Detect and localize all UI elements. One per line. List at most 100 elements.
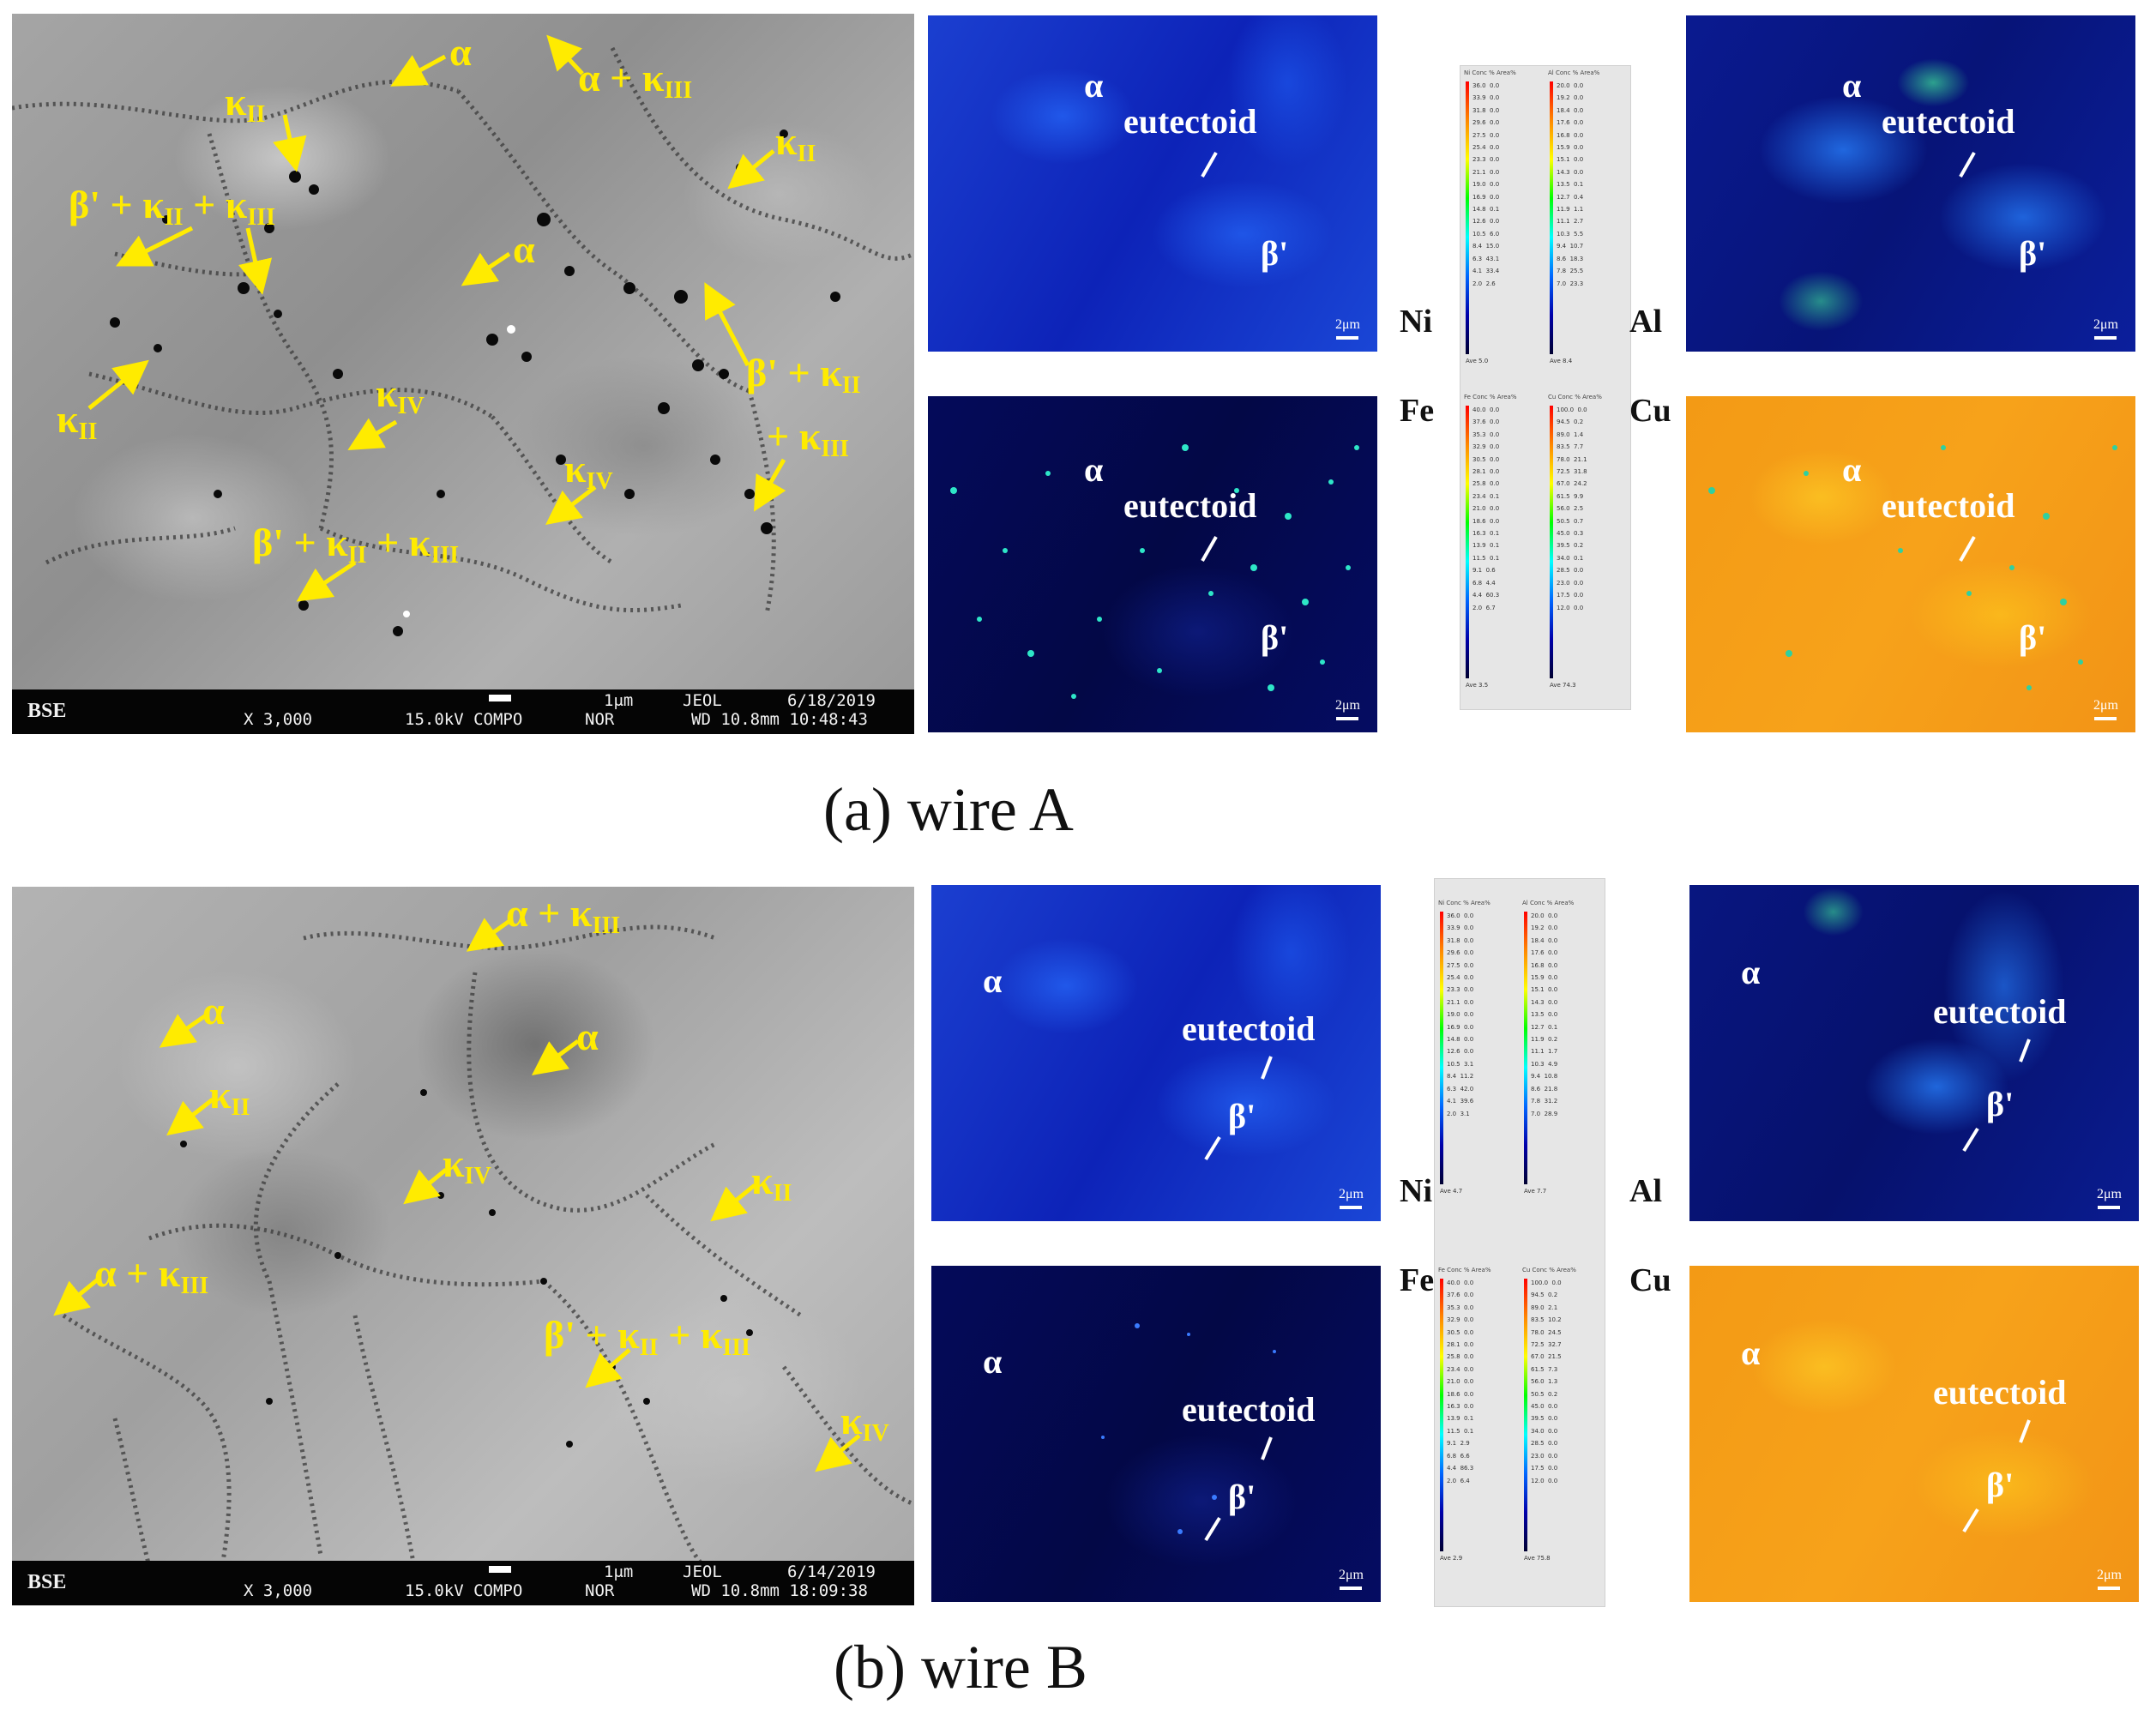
map-label-beta: β' <box>1986 1466 2014 1504</box>
element-label-cu: Cu <box>1629 393 1671 429</box>
map-arrow <box>1201 152 1218 178</box>
annotation-alpha: α <box>513 227 535 271</box>
scale-values: 40.0 0.0 37.6 0.0 35.3 0.0 32.9 0.0 30.5… <box>1472 406 1500 611</box>
scale-gradient <box>1524 1279 1527 1551</box>
maker-label: JEOL <box>683 1562 722 1581</box>
voltage-label: 15.0kV COMPO <box>405 1581 523 1600</box>
eds-map-cu-b: α eutectoid β' 2μm <box>1689 1266 2139 1602</box>
annotation-kappa-ii: κII <box>775 119 816 167</box>
scale-values: 36.0 0.0 33.9 0.0 31.8 0.0 29.6 0.0 27.5… <box>1447 912 1474 1117</box>
scale-header: Fe Conc % Area% <box>1464 394 1517 400</box>
eds-map-cu-a: α eutectoid β' 2μm <box>1686 396 2135 732</box>
map-label-alpha: α <box>1084 450 1104 489</box>
scale-average: Ave 75.8 <box>1524 1555 1551 1562</box>
grain-boundaries-a <box>12 46 914 636</box>
map-scale: 2μm <box>1335 317 1360 340</box>
annotation-alpha-kappa-iii: α + κIII <box>506 891 621 939</box>
map-label-beta: β' <box>1986 1085 2014 1123</box>
map-label-beta: β' <box>1228 1478 1256 1516</box>
scale-bar <box>489 695 511 701</box>
map-label-eutectoid: eutectoid <box>1882 102 2015 141</box>
nor-label: NOR <box>585 1581 615 1600</box>
colour-scale-panel-b: Ni Conc % Area% 36.0 0.0 33.9 0.0 31.8 0… <box>1434 878 1605 1607</box>
caption-wire-a: (a) wire A <box>823 775 1074 844</box>
map-label-alpha: α <box>1842 66 1862 105</box>
map-label-alpha: α <box>983 961 1003 1000</box>
date-label: 6/18/2019 <box>787 691 876 710</box>
nor-label: NOR <box>585 710 615 729</box>
map-label-eutectoid: eutectoid <box>1882 486 2015 525</box>
annotation-kappa-iv: κIV <box>840 1399 889 1447</box>
voltage-label: 15.0kV COMPO <box>405 710 523 729</box>
map-label-beta: β' <box>2019 618 2047 657</box>
scale-label: 1μm <box>604 1562 634 1581</box>
annotation-kappa-ii: κII <box>57 397 98 445</box>
map-label-eutectoid: eutectoid <box>1933 992 2067 1031</box>
annotation-kappa-ii: κII <box>209 1073 250 1121</box>
scale-gradient <box>1466 406 1469 678</box>
scale-values: 20.0 0.0 19.2 0.0 18.4 0.0 17.6 0.0 16.8… <box>1557 82 1584 287</box>
grain-boundaries-b <box>62 924 914 1599</box>
scale-average: Ave 2.9 <box>1440 1555 1463 1562</box>
scale-average: Ave 8.4 <box>1550 358 1573 364</box>
annotation-alpha: α <box>449 30 472 74</box>
colour-scale-al: Al Conc % Area% 20.0 0.0 19.2 0.0 18.4 0… <box>1548 69 1627 370</box>
magnification-label: X 3,000 <box>244 710 313 729</box>
sem-info-bar: BSE 1μm JEOL 6/18/2019 X 3,000 15.0kV CO… <box>12 689 914 734</box>
caption-wire-b: (b) wire B <box>834 1633 1087 1701</box>
scale-header: Al Conc % Area% <box>1548 69 1600 76</box>
maker-label: JEOL <box>683 691 722 710</box>
scale-average: Ave 3.5 <box>1466 682 1489 689</box>
map-scale: 2μm <box>1335 698 1360 720</box>
map-scale: 2μm <box>2097 1568 2122 1590</box>
scale-average: Ave 5.0 <box>1466 358 1489 364</box>
map-label-eutectoid: eutectoid <box>1123 486 1257 525</box>
scale-average: Ave 74.3 <box>1550 682 1576 689</box>
scale-header: Al Conc % Area% <box>1522 900 1575 906</box>
map-scale: 2μm <box>2093 317 2118 340</box>
annotation-kappa-ii: κII <box>751 1159 792 1207</box>
scale-bar <box>489 1566 511 1573</box>
element-label-ni: Ni <box>1400 1173 1432 1209</box>
colour-scale-cu: Cu Conc % Area% 100.0 0.0 94.5 0.2 89.0 … <box>1522 1267 1601 1567</box>
scale-gradient <box>1524 912 1527 1184</box>
wd-time-label: WD 10.8mm 10:48:43 <box>691 710 868 729</box>
annotation-beta-kappa-ii-kappa-iii: β' + κII + κIII <box>252 521 460 569</box>
cu-depleted-particles <box>1708 445 2117 690</box>
detector-label: BSE <box>27 1571 67 1593</box>
annotation-beta-kappa-ii-kappa-iii: β' + κII + κIII <box>69 183 276 231</box>
map-arrow <box>1962 1419 2031 1533</box>
colour-scale-panel-a: Ni Conc % Area% 36.0 0.0 33.9 0.0 31.8 0… <box>1460 65 1631 710</box>
map-label-alpha: α <box>1741 953 1761 991</box>
scale-values: 20.0 0.0 19.2 0.0 18.4 0.0 17.6 0.0 16.8… <box>1531 912 1558 1117</box>
map-arrow <box>1959 152 1976 178</box>
scale-average: Ave 4.7 <box>1440 1188 1463 1195</box>
colour-scale-ni: Ni Conc % Area% 36.0 0.0 33.9 0.0 31.8 0… <box>1438 900 1517 1200</box>
scale-values: 40.0 0.0 37.6 0.0 35.3 0.0 32.9 0.0 30.5… <box>1447 1279 1474 1484</box>
map-arrow <box>1204 1056 1273 1161</box>
scale-values: 100.0 0.0 94.5 0.2 89.0 2.1 83.5 10.2 78… <box>1531 1279 1562 1484</box>
date-label: 6/14/2019 <box>787 1562 876 1581</box>
element-label-fe: Fe <box>1400 1262 1435 1298</box>
element-label-al: Al <box>1629 1173 1662 1209</box>
element-label-al: Al <box>1629 304 1662 340</box>
detector-label: BSE <box>27 700 67 722</box>
annotation-kappa-iv: κIV <box>564 447 613 495</box>
map-scale: 2μm <box>2093 698 2118 720</box>
scale-gradient <box>1440 912 1443 1184</box>
annotation-alpha: α <box>202 989 225 1033</box>
annotation-kappa-ii: κII <box>225 80 266 128</box>
wd-time-label: WD 10.8mm 18:09:38 <box>691 1581 868 1600</box>
map-scale: 2μm <box>2097 1187 2122 1209</box>
scale-header: Ni Conc % Area% <box>1464 69 1516 76</box>
map-label-eutectoid: eutectoid <box>1182 1390 1316 1429</box>
map-label-eutectoid: eutectoid <box>1933 1373 2067 1412</box>
scale-header: Cu Conc % Area% <box>1548 394 1602 400</box>
eds-map-ni-a: α eutectoid β' 2μm <box>928 15 1377 352</box>
map-scale: 2μm <box>1339 1568 1364 1590</box>
scale-header: Cu Conc % Area% <box>1522 1267 1576 1273</box>
map-label-alpha: α <box>1741 1334 1761 1372</box>
element-label-cu: Cu <box>1629 1262 1671 1298</box>
fe-particles <box>1101 1323 1276 1534</box>
map-label-beta: β' <box>2019 234 2047 273</box>
